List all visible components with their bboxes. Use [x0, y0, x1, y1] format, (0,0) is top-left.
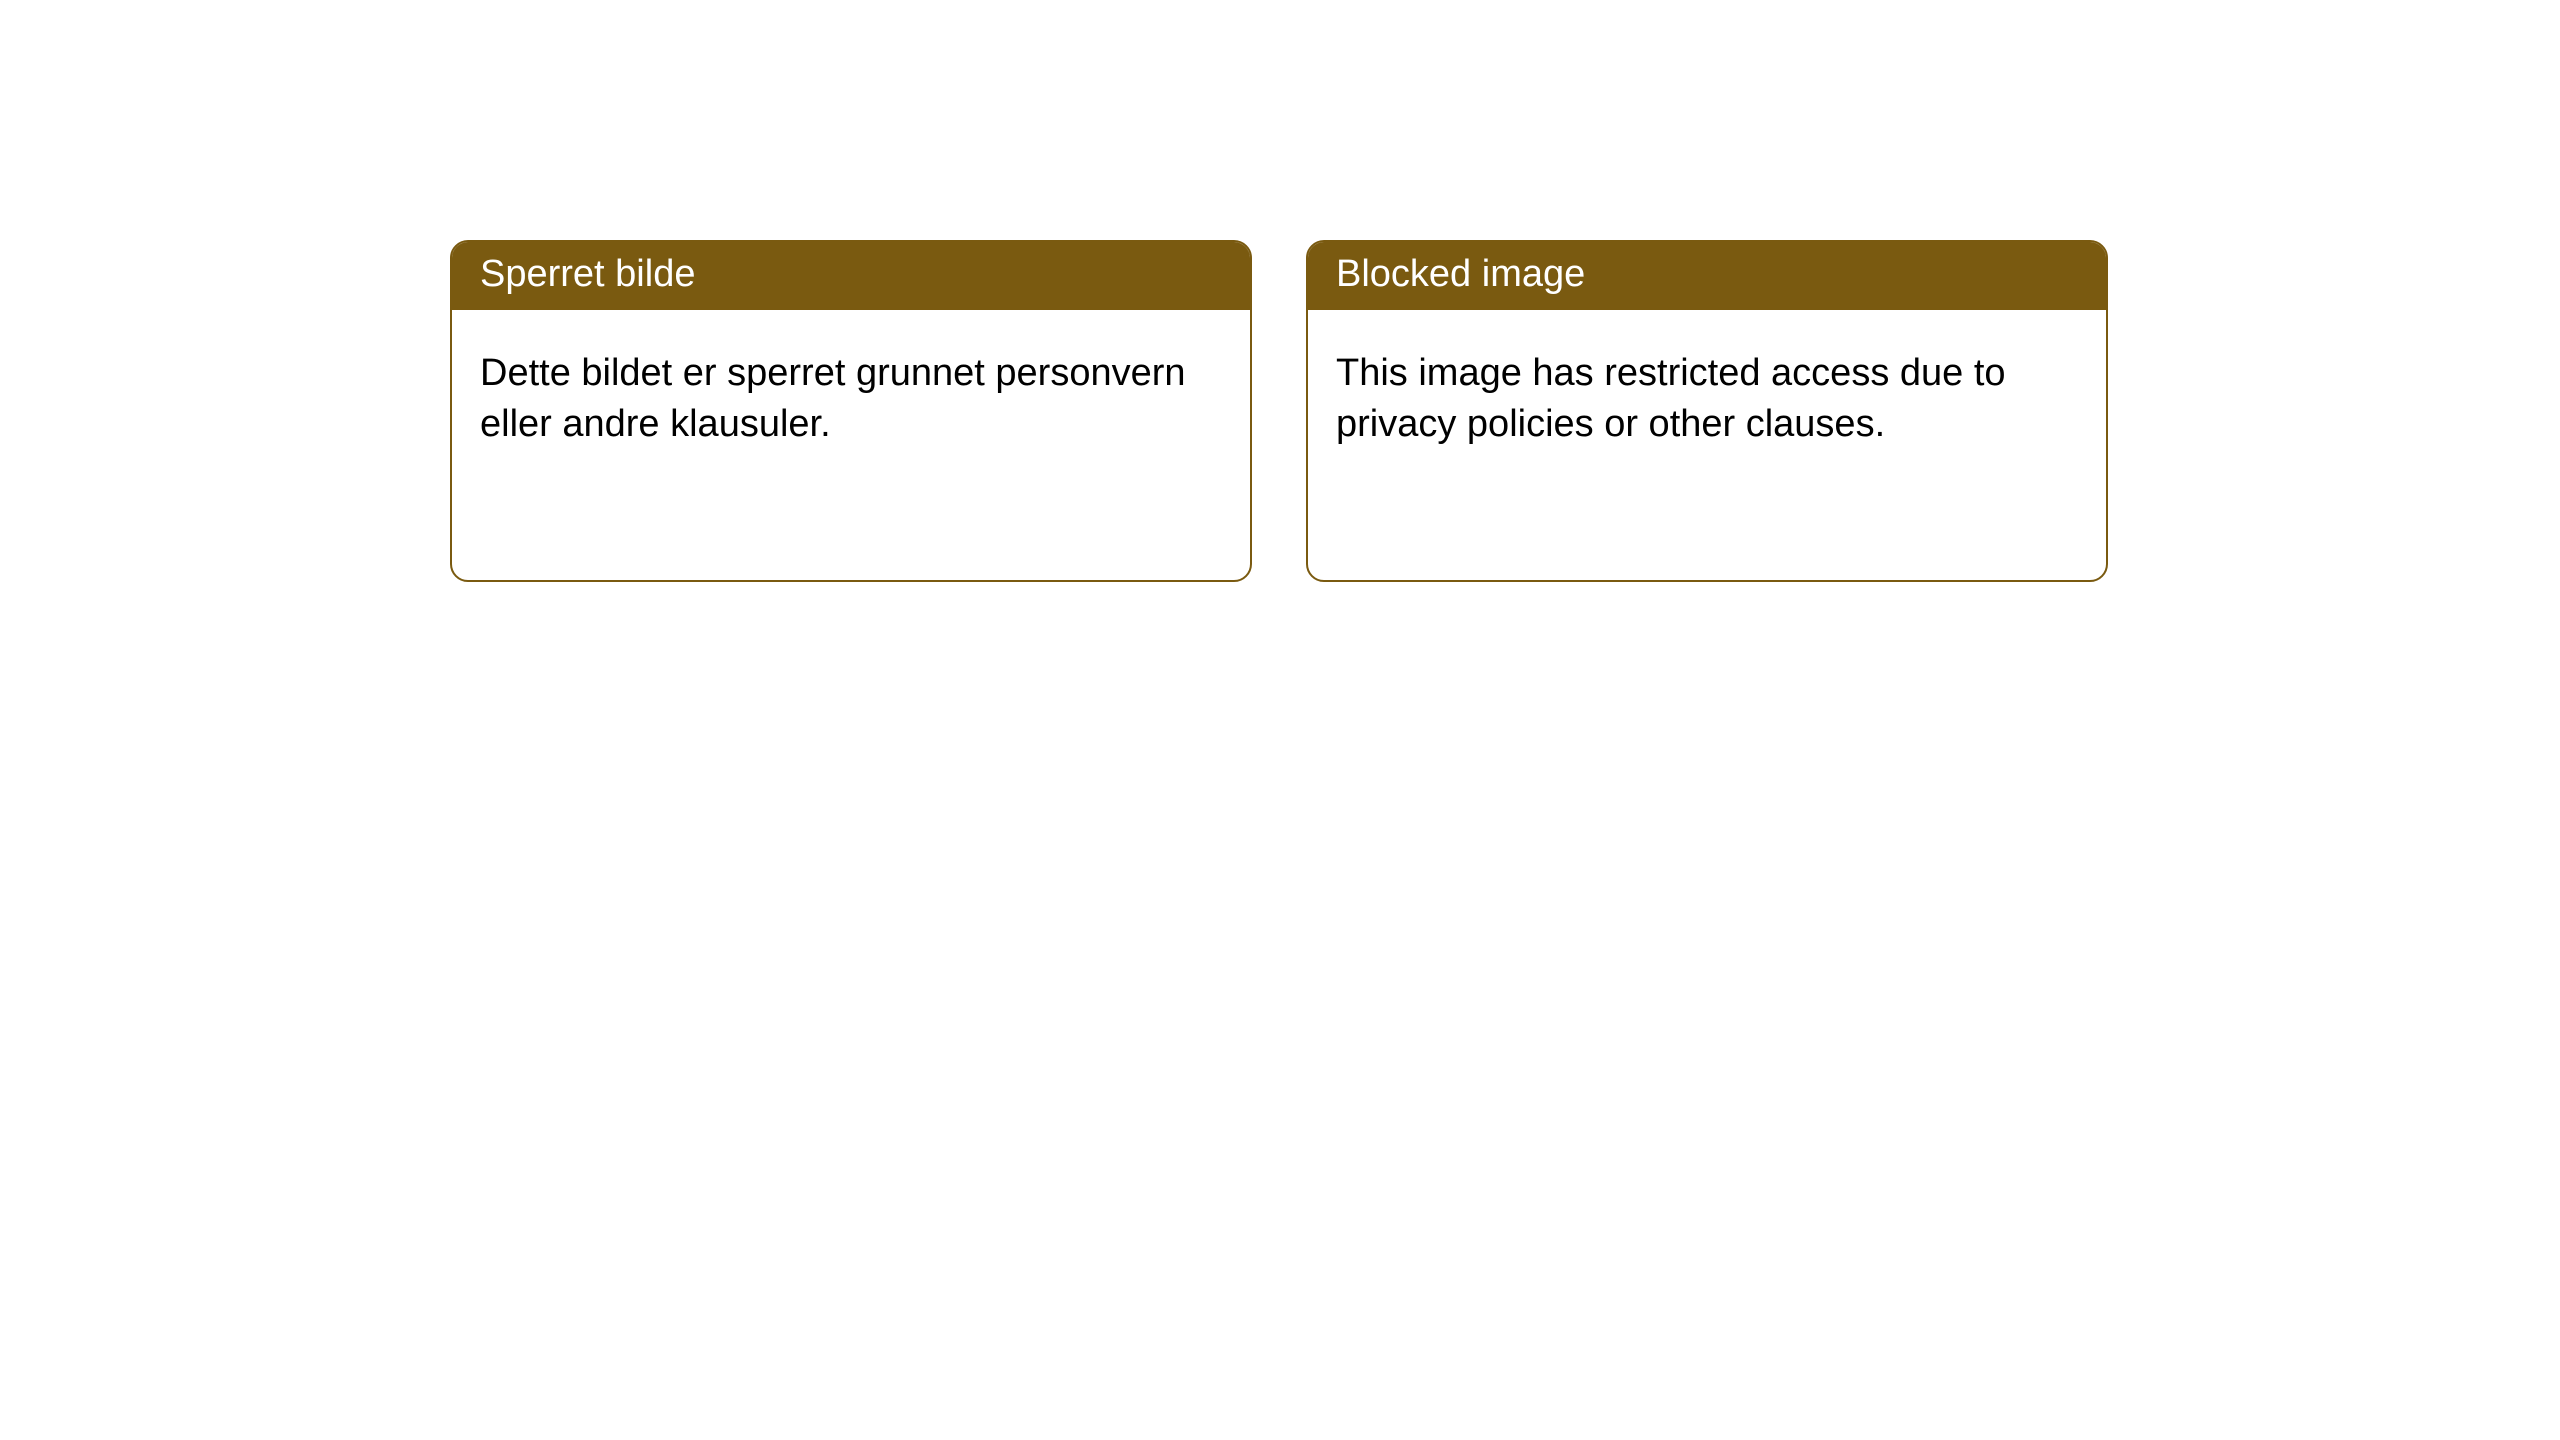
card-message-en: This image has restricted access due to … [1308, 310, 2106, 580]
card-message-no: Dette bildet er sperret grunnet personve… [452, 310, 1250, 580]
notice-container: Sperret bilde Dette bildet er sperret gr… [0, 0, 2560, 582]
card-header-no: Sperret bilde [452, 242, 1250, 310]
blocked-image-card-no: Sperret bilde Dette bildet er sperret gr… [450, 240, 1252, 582]
card-header-en: Blocked image [1308, 242, 2106, 310]
blocked-image-card-en: Blocked image This image has restricted … [1306, 240, 2108, 582]
